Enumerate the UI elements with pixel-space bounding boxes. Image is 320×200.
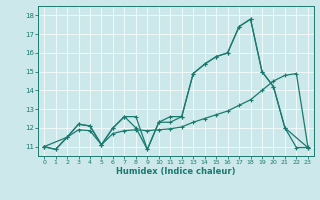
X-axis label: Humidex (Indice chaleur): Humidex (Indice chaleur) (116, 167, 236, 176)
